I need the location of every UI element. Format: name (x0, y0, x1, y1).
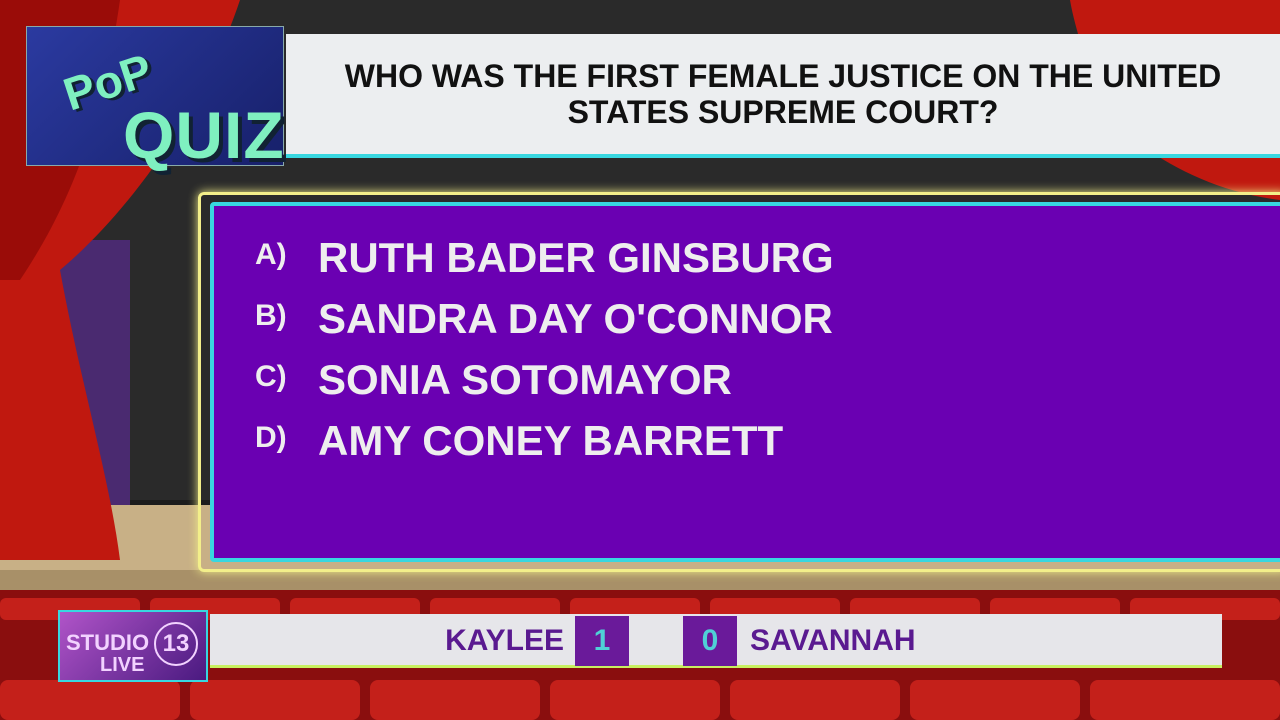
player-score: 0 (683, 616, 737, 666)
answer-text: RUTH BADER GINSBURG (318, 234, 834, 281)
answer-text: SANDRA DAY O'CONNOR (318, 295, 833, 342)
player-score: 1 (575, 616, 629, 666)
player-name: KAYLEE (445, 624, 564, 657)
question-bar: WHO WAS THE FIRST FEMALE JUSTICE ON THE … (286, 34, 1280, 158)
station-tag: LIVE (100, 654, 145, 676)
answer-letter: A) (255, 238, 287, 271)
answer-letter: C) (255, 360, 287, 393)
answer-frame (198, 192, 1280, 572)
answer-panel (210, 202, 1280, 562)
station-number: 13 (154, 622, 198, 666)
logo-quiz: QUIZ (123, 98, 285, 172)
question: WHO WAS THE FIRST FEMALE JUSTICE ON THE … (344, 58, 1222, 130)
answer-text: SONIA SOTOMAYOR (318, 356, 732, 403)
answer-letter: D) (255, 421, 287, 454)
answer-letter: B) (255, 299, 287, 332)
quiz-logo: PoP QUIZ (26, 26, 284, 172)
player-name: SAVANNAH (750, 624, 916, 657)
station-name: STUDIO (66, 630, 150, 655)
answer-text: AMY CONEY BARRETT (318, 417, 784, 464)
station-logo: STUDIO 13 LIVE (58, 610, 208, 682)
